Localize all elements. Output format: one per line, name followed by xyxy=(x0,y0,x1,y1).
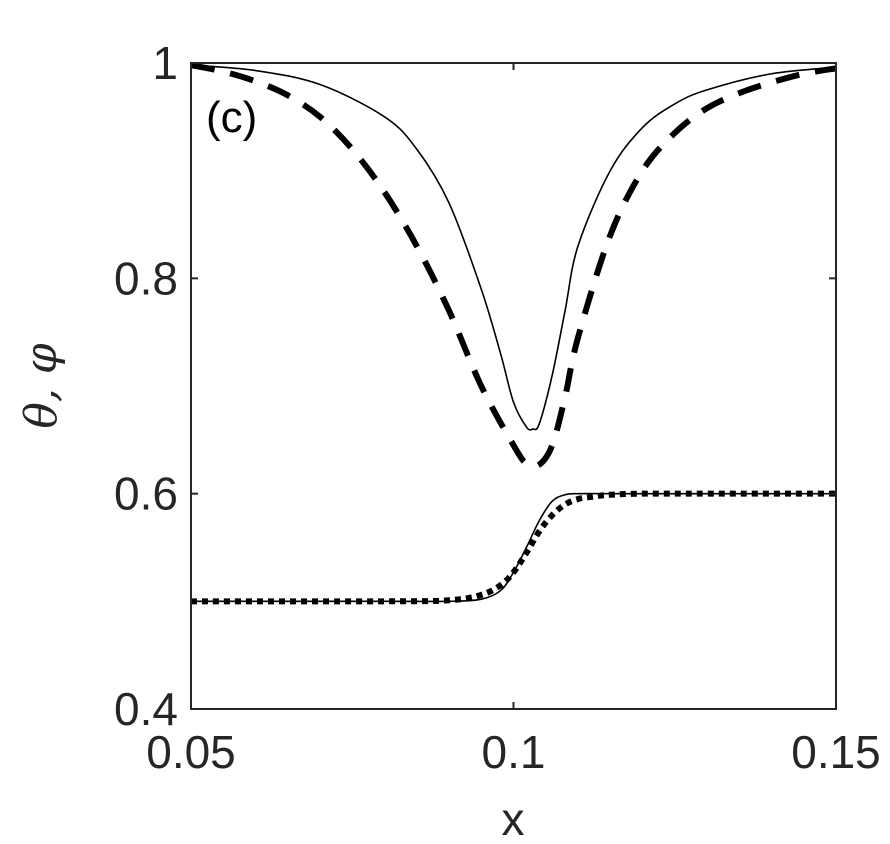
panel-label: (c) xyxy=(206,93,257,142)
ticks-layer: 0.05 0.1 0.15 0.4 0.6 0.8 1 xyxy=(114,37,881,778)
x-tick-label-2: 0.1 xyxy=(482,726,546,778)
x-tick-label-1: 0.05 xyxy=(146,726,236,778)
series-line-2-dashed-thick xyxy=(190,62,837,470)
y-tick-label-2: 0.6 xyxy=(114,468,178,520)
y-tick-label-1: 0.4 xyxy=(114,683,178,735)
plot-area xyxy=(191,63,836,709)
y-tick-label-4: 1 xyxy=(152,37,178,89)
series-line-1-solid-thin xyxy=(190,64,837,431)
series-line-4-dotted-thick xyxy=(190,490,836,605)
x-tick-label-3: 0.15 xyxy=(791,726,881,778)
y-tick-label-3: 0.8 xyxy=(114,252,178,304)
y-axis-label: θ, φ xyxy=(16,343,67,428)
x-axis-label: x xyxy=(502,793,525,844)
series-layer xyxy=(190,62,837,605)
